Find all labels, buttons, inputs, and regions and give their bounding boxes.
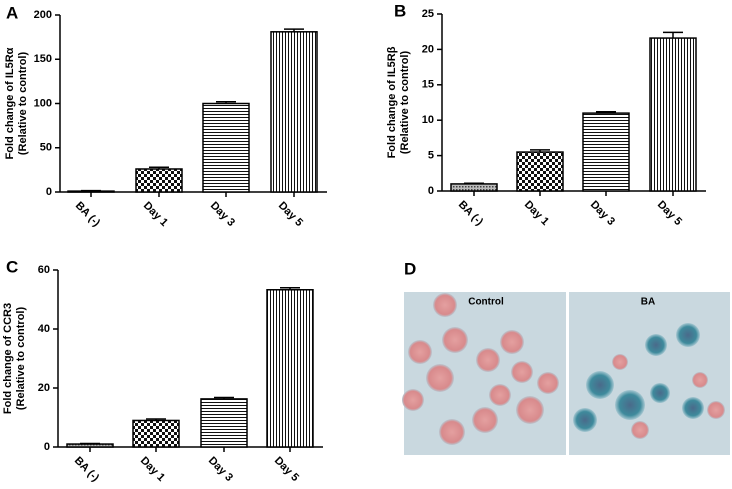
y-tick-label: 0	[44, 441, 50, 453]
error-bar	[216, 100, 236, 104]
y-tick-label: 40	[38, 323, 50, 335]
y-tick-label: 150	[34, 53, 52, 65]
bar	[649, 37, 697, 192]
x-tick-label: Day 1	[141, 200, 170, 229]
error-bar	[149, 166, 169, 169]
bar	[200, 398, 248, 448]
panel-label: A	[6, 3, 18, 22]
caption: Control	[468, 297, 504, 308]
y-axis-label: (Relative to control)	[17, 52, 29, 156]
x-tick-label: BA (-)	[73, 200, 103, 230]
bar	[202, 102, 250, 193]
error-bar	[596, 110, 616, 114]
x-tick-label: Day 3	[206, 455, 235, 484]
error-bar	[530, 149, 550, 153]
y-axis-label: Fold change of IL5Rα	[4, 47, 16, 159]
panel-label: C	[6, 257, 18, 276]
bar	[582, 112, 630, 192]
y-tick-label: 25	[422, 8, 434, 20]
caption: BA	[641, 297, 655, 308]
x-tick-label: Day 5	[272, 455, 301, 484]
panel-label: D	[404, 259, 416, 278]
micrograph-panel: Control BA D	[402, 259, 730, 455]
control-cells	[402, 293, 559, 445]
bar	[450, 183, 498, 192]
error-bar	[280, 286, 300, 290]
bar	[135, 168, 183, 193]
y-tick-label: 20	[38, 382, 50, 394]
y-tick-label: 200	[34, 9, 52, 21]
error-bar	[284, 28, 304, 32]
x-tick-label: BA (-)	[456, 199, 486, 229]
x-tick-label: Day 3	[208, 200, 237, 229]
error-bar	[146, 418, 166, 421]
bar	[266, 289, 314, 448]
error-bar	[464, 182, 484, 184]
divider	[566, 292, 569, 455]
y-tick-label: 5	[428, 150, 434, 162]
y-tick-label: 60	[38, 264, 50, 276]
y-tick-label: 0	[428, 185, 434, 197]
y-tick-label: 15	[422, 79, 434, 91]
x-tick-label: Day 1	[138, 455, 167, 484]
error-bar	[663, 31, 683, 39]
ba-cells	[573, 323, 725, 439]
y-tick-label: 50	[40, 142, 52, 154]
y-axis-label: Fold change of CCR3	[2, 303, 14, 414]
y-tick-label: 100	[34, 97, 52, 109]
bar	[270, 31, 318, 193]
y-tick-label: 10	[422, 114, 434, 126]
bar	[132, 419, 180, 448]
error-bar	[214, 396, 234, 399]
x-tick-label: Day 1	[522, 199, 551, 228]
y-tick-label: 20	[422, 43, 434, 55]
x-tick-label: Day 3	[588, 199, 617, 228]
panel-label: B	[394, 1, 406, 20]
y-tick-label: 0	[46, 186, 52, 198]
y-axis-label: Fold change of IL5Rβ	[386, 46, 398, 158]
error-bar	[80, 442, 100, 445]
y-axis-label: (Relative to control)	[15, 307, 27, 411]
x-tick-label: BA (-)	[72, 455, 102, 485]
x-tick-label: Day 5	[655, 199, 684, 228]
bar	[516, 151, 564, 192]
y-axis-label: (Relative to control)	[399, 51, 411, 155]
x-tick-label: Day 5	[276, 200, 305, 229]
bar	[66, 443, 114, 448]
